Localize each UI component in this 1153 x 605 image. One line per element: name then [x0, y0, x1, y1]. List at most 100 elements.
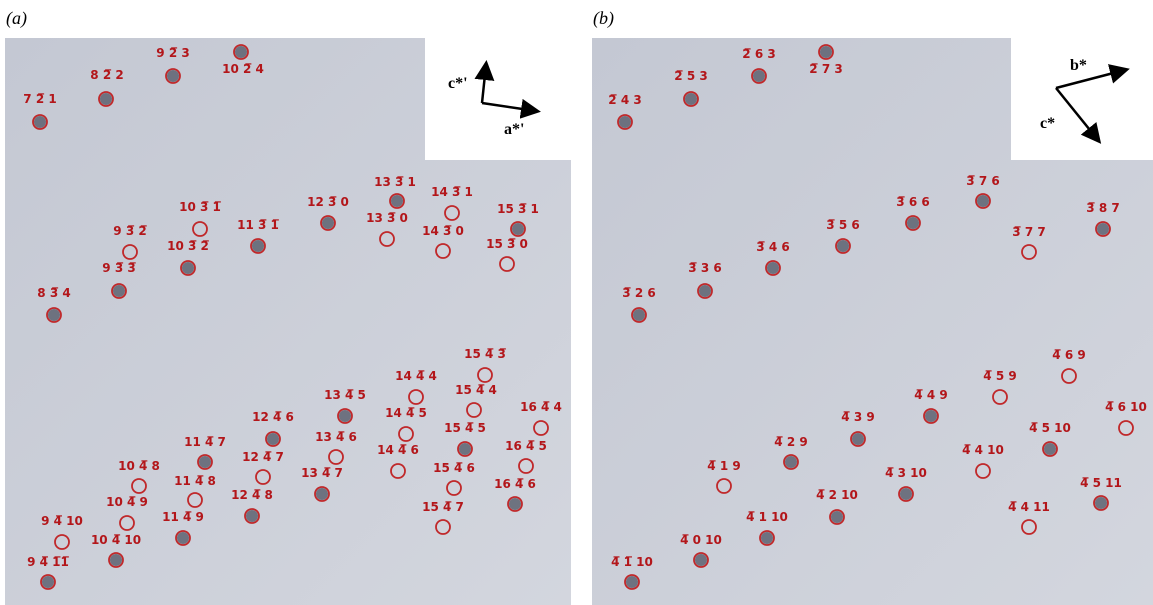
spot-index: 15 4̅ 7 [422, 500, 464, 514]
diffraction-spot [199, 456, 211, 468]
spot-index: 8 3̅ 4 [37, 286, 70, 300]
spot-index: 7 2̅ 1 [23, 92, 56, 106]
diffraction-spot [235, 46, 247, 58]
diffraction-spot [761, 532, 773, 544]
diffraction-spot [34, 116, 46, 128]
spot-index: 2̅ 4 3 [608, 93, 641, 107]
spot-index: 4̅ 2 9 [774, 435, 807, 449]
spot-index: 4̅ 1̅ 10 [611, 555, 653, 569]
spot-index: 3̅ 5 6 [826, 218, 859, 232]
spot-index: 16 4̅ 5 [505, 439, 547, 453]
spot-index: 10 4̅ 8 [118, 459, 160, 473]
spot-index: 13 3̅ 1 [374, 175, 416, 189]
spot-index: 4̅ 5 11 [1080, 476, 1122, 490]
spot-index: 4̅ 4 9 [914, 388, 947, 402]
diffraction-spot [48, 309, 60, 321]
diffraction-spot [339, 410, 351, 422]
spot-index: 4̅ 4 10 [962, 443, 1004, 457]
spot-index: 4̅ 5 9 [983, 369, 1016, 383]
diffraction-spot [110, 554, 122, 566]
spot-index: 11 4̅ 8 [174, 474, 216, 488]
spot-index: 16 4̅ 6 [494, 477, 536, 491]
spot-index: 4̅ 5 10 [1029, 421, 1071, 435]
diffraction-spot [391, 195, 403, 207]
diffraction-spot [852, 433, 864, 445]
spot-index: 8 2̅ 2 [90, 68, 123, 82]
diffraction-spot [925, 410, 937, 422]
spot-index: 10 3̅ 1̅ [179, 200, 221, 214]
panel-label: (a) [6, 8, 27, 29]
diffraction-spot [252, 240, 264, 252]
diffraction-spot [246, 510, 258, 522]
spot-index: 2̅ 6 3 [742, 47, 775, 61]
spot-index: 12 3̅ 0 [307, 195, 349, 209]
spot-index: 3̅ 6 6 [896, 195, 929, 209]
spot-index: 3̅ 4 6 [756, 240, 789, 254]
diffraction-spot [1095, 497, 1107, 509]
spot-index: 11 4̅ 9 [162, 510, 204, 524]
spot-index: 15 3̅ 0 [486, 237, 528, 251]
spot-index: 9 4̅ 1̅1̅ [27, 555, 69, 569]
diffraction-spot [685, 93, 697, 105]
spot-index: 4̅ 4 11 [1008, 500, 1050, 514]
spot-index: 9 3̅ 2̅ [113, 224, 146, 238]
axis-label: c* [1040, 115, 1055, 132]
spot-index: 14 4̅ 4 [395, 369, 437, 383]
spot-index: 15 4̅ 4 [455, 383, 497, 397]
spot-index: 9 4̅ 10 [41, 514, 83, 528]
spot-index: 4̅ 0 10 [680, 533, 722, 547]
spot-index: 13 4̅ 5 [324, 388, 366, 402]
diffraction-spot [316, 488, 328, 500]
spot-index: 3̅ 8 7 [1086, 201, 1119, 215]
diffraction-spot [1044, 443, 1056, 455]
diffraction-spot [785, 456, 797, 468]
spot-index: 13 4̅ 6 [315, 430, 357, 444]
spot-index: 4̅ 1 10 [746, 510, 788, 524]
spot-index: 15 3̅ 1 [497, 202, 539, 216]
axis-label: c*' [448, 75, 468, 92]
diffraction-spot [177, 532, 189, 544]
diffraction-spot [767, 262, 779, 274]
diffraction-spot [512, 223, 524, 235]
diffraction-spot [167, 70, 179, 82]
diffraction-spot [100, 93, 112, 105]
spot-index: 3̅ 7 6 [966, 174, 999, 188]
spot-index: 2̅ 5 3 [674, 69, 707, 83]
diffraction-spot [753, 70, 765, 82]
spot-index: 14 3̅ 0 [422, 224, 464, 238]
spot-index: 4̅ 3 9 [841, 410, 874, 424]
diffraction-spot [619, 116, 631, 128]
spot-index: 10 2̅ 4 [222, 62, 264, 76]
axis-label: b* [1070, 57, 1087, 74]
spot-index: 12 4̅ 6 [252, 410, 294, 424]
diffraction-spot [113, 285, 125, 297]
diffraction-spot [977, 195, 989, 207]
spot-index: 15 4̅ 3̅ [464, 347, 506, 361]
spot-index: 15 4̅ 5 [444, 421, 486, 435]
diffraction-spot [459, 443, 471, 455]
spot-index: 13 4̅ 7 [301, 466, 343, 480]
spot-index: 11 4̅ 7 [184, 435, 226, 449]
panel-label: (b) [593, 8, 614, 29]
diffraction-spot [837, 240, 849, 252]
spot-index: 14 3̅ 1 [431, 185, 473, 199]
diffraction-spot [831, 511, 843, 523]
spot-index: 9 2̅ 3 [156, 46, 189, 60]
diffraction-spot [907, 217, 919, 229]
diffraction-spot [900, 488, 912, 500]
spot-index: 4̅ 3 10 [885, 466, 927, 480]
spot-index: 12 4̅ 7 [242, 450, 284, 464]
spot-index: 3̅ 7 7 [1012, 225, 1045, 239]
spot-index: 10 3̅ 2̅ [167, 239, 209, 253]
spot-index: 14 4̅ 6 [377, 443, 419, 457]
diffraction-spot [509, 498, 521, 510]
spot-index: 15 4̅ 6 [433, 461, 475, 475]
spot-index: 13 3̅ 0 [366, 211, 408, 225]
spot-index: 12 4̅ 8 [231, 488, 273, 502]
spot-index: 4̅ 6 9 [1052, 348, 1085, 362]
diffraction-spot [695, 554, 707, 566]
diffraction-spot [1097, 223, 1109, 235]
diffraction-spot [820, 46, 832, 58]
figure: (a) (b) c*' a*' b* c* 7 2̅ 18 2̅ 29 2̅ 3… [0, 0, 1153, 605]
spot-index: 4̅ 6 10 [1105, 400, 1147, 414]
